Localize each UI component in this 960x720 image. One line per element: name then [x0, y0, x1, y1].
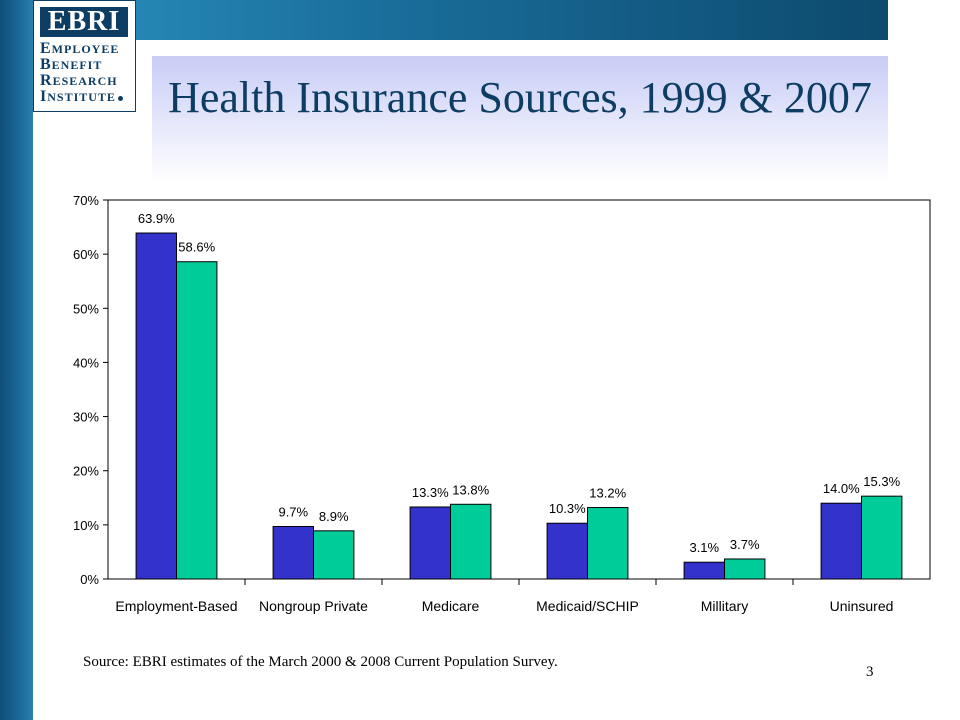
logo-wordmark: EBRI — [40, 7, 128, 37]
bar — [861, 495, 903, 580]
slide-title: Health Insurance Sources, 1999 & 2007 — [168, 73, 872, 122]
y-tick-label: 30% — [73, 410, 99, 425]
plot-area — [107, 199, 931, 580]
bar — [135, 232, 177, 580]
logo-line-research: Research — [40, 72, 118, 89]
data-label: 63.9% — [138, 211, 175, 226]
y-tick-label: 60% — [73, 247, 99, 262]
data-label: 8.9% — [319, 509, 349, 524]
bar-chart: 0% 10% 20% 30% 40% 50% 60% 70% Employment-Based 6… — [73, 193, 931, 614]
x-tick-label: Employment-Based — [115, 598, 237, 614]
top-accent-bar — [33, 0, 888, 40]
data-label: 10.3% — [549, 501, 586, 516]
x-tick-label: Nongroup Private — [259, 598, 368, 614]
data-label: 13.3% — [412, 485, 449, 500]
bar — [587, 507, 629, 580]
logo-line-employee: Employee — [40, 40, 120, 57]
bar — [724, 558, 766, 580]
left-accent-bar — [0, 0, 33, 720]
logo-line-benefit: Benefit — [40, 56, 103, 73]
page-number: 3 — [866, 664, 874, 680]
registered-mark-icon — [117, 95, 123, 101]
bar — [683, 561, 726, 580]
data-label: 9.7% — [278, 504, 308, 519]
data-label: 14.0% — [823, 481, 860, 496]
data-label: 3.7% — [730, 537, 760, 552]
title-band — [152, 56, 888, 182]
y-tick-label: 40% — [73, 355, 99, 370]
x-tick-label: Uninsured — [830, 598, 894, 614]
bar — [176, 261, 218, 580]
y-tick-label: 20% — [73, 464, 99, 479]
x-tick-label: Medicaid/SCHIP — [536, 598, 639, 614]
bar — [313, 530, 355, 580]
data-label: 13.2% — [589, 486, 626, 501]
bar — [450, 503, 492, 580]
bar — [820, 502, 863, 580]
bar — [409, 506, 451, 580]
data-label: 58.6% — [178, 240, 215, 255]
y-tick-label: 50% — [73, 301, 99, 316]
y-tick-label: 70% — [73, 193, 99, 208]
x-tick-label: Millitary — [701, 598, 748, 614]
ebri-logo: EBRI Employee Benefit Research Institute — [33, 0, 136, 112]
bar — [546, 522, 588, 580]
logo-line-institute: Institute — [40, 89, 128, 105]
bar — [272, 525, 315, 580]
y-tick-label: 10% — [73, 518, 99, 533]
source-note: Source: EBRI estimates of the March 2000… — [83, 654, 558, 670]
data-label: 13.8% — [452, 482, 489, 497]
y-tick-label: 0% — [80, 572, 99, 587]
x-tick-label: Medicare — [422, 598, 480, 614]
data-label: 15.3% — [863, 474, 900, 489]
data-label: 3.1% — [689, 540, 719, 555]
